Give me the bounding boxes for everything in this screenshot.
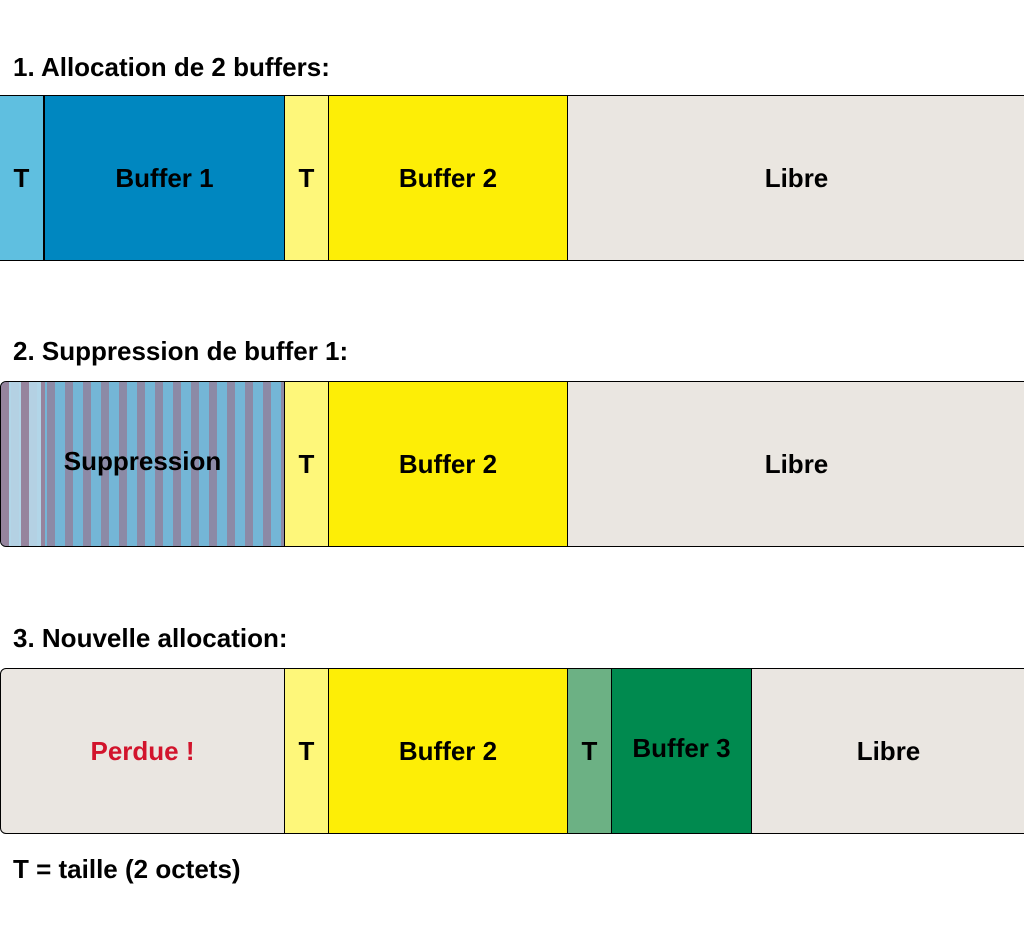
buffer2-label: Buffer 2 xyxy=(398,162,498,193)
buffer2-size-header: T xyxy=(284,668,329,834)
buffer1-block: Buffer 1 xyxy=(44,95,285,261)
buffer3-label: Buffer 3 xyxy=(632,732,731,763)
free-block: Libre xyxy=(567,95,1024,261)
buffer2-label: Buffer 2 xyxy=(398,735,498,766)
size-header-label: T xyxy=(298,448,315,479)
size-header-label: T xyxy=(298,162,315,193)
buffer1-label: Buffer 1 xyxy=(115,162,214,193)
free-label: Libre xyxy=(764,162,829,193)
size-header-label: T xyxy=(298,735,315,766)
buffer3-block: Buffer 3 xyxy=(611,668,752,834)
size-header-label: T xyxy=(581,735,598,766)
memory-row-step1: T Buffer 1 T Buffer 2 Libre xyxy=(0,95,1024,261)
deleted-header-area xyxy=(1,382,45,546)
free-label: Libre xyxy=(764,448,829,479)
lost-block: Perdue ! xyxy=(0,668,285,834)
step2-heading: 2. Suppression de buffer 1: xyxy=(13,336,349,366)
buffer2-block: Buffer 2 xyxy=(328,95,568,261)
buffer1-size-header: T xyxy=(0,95,44,261)
free-block: Libre xyxy=(751,668,1024,834)
deleted-buffer1-block: Suppression xyxy=(0,381,285,547)
buffer2-label: Buffer 2 xyxy=(398,448,498,479)
free-label: Libre xyxy=(856,735,921,766)
memory-row-step3: Perdue ! T Buffer 2 T Buffer 3 Libre xyxy=(0,668,1024,834)
deleted-label: Suppression xyxy=(63,445,222,476)
step3-heading: 3. Nouvelle allocation: xyxy=(13,623,288,653)
buffer2-block: Buffer 2 xyxy=(328,668,568,834)
free-block: Libre xyxy=(567,381,1024,547)
buffer3-size-header: T xyxy=(567,668,612,834)
buffer2-block: Buffer 2 xyxy=(328,381,568,547)
memory-row-step2: Suppression T Buffer 2 Libre xyxy=(0,381,1024,547)
buffer2-size-header: T xyxy=(284,381,329,547)
lost-label: Perdue ! xyxy=(90,735,195,766)
legend: T = taille (2 octets) xyxy=(13,854,241,884)
step1-heading: 1. Allocation de 2 buffers: xyxy=(13,52,330,82)
size-header-label: T xyxy=(13,162,30,193)
buffer2-size-header: T xyxy=(284,95,329,261)
